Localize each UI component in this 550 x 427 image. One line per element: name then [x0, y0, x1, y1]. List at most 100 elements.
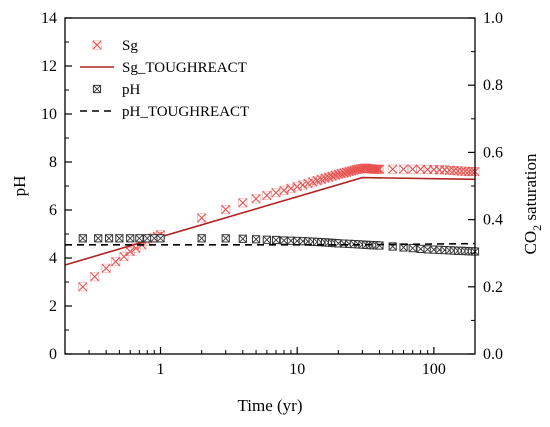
data-point [94, 234, 103, 243]
marker-box [197, 213, 207, 223]
y-right-title-main: CO [521, 231, 540, 255]
marker-box [90, 272, 100, 282]
marker-box [303, 178, 313, 188]
marker-stroke [408, 244, 417, 253]
x-tick-label: 10 [289, 361, 305, 378]
marker-stroke [197, 234, 206, 243]
data-point [251, 235, 261, 244]
y-left-tick-label: 2 [49, 298, 57, 315]
marker-stroke [271, 188, 281, 198]
marker-box [262, 190, 272, 200]
marker-box [435, 165, 445, 175]
marker-stroke [135, 234, 144, 243]
marker-box [429, 165, 439, 175]
x-tick-label: 1 [157, 361, 165, 378]
marker-stroke [125, 246, 135, 257]
data-point [238, 198, 248, 208]
data-point [374, 164, 385, 174]
marker-box [374, 164, 384, 174]
x-axis-title: Time (yr) [237, 396, 302, 415]
marker-stroke [398, 164, 409, 174]
marker-stroke [453, 166, 463, 176]
marker-stroke [336, 168, 346, 179]
data-point [271, 235, 281, 245]
legend-label: Sg [122, 38, 138, 54]
data-point [101, 263, 111, 273]
marker-stroke [416, 244, 425, 253]
marker-stroke [330, 170, 340, 180]
data-point [279, 236, 289, 245]
marker-stroke [388, 164, 398, 174]
marker-stroke [90, 272, 100, 282]
legend-label: pH_TOUGHREACT [122, 104, 249, 120]
marker-box [101, 263, 111, 273]
marker-stroke [93, 85, 101, 93]
marker-box [388, 164, 398, 174]
y-right-tick-label: 0.4 [483, 212, 503, 229]
data-point [78, 282, 88, 292]
y-right-tick-label: 0.0 [483, 346, 503, 363]
marker-box [92, 40, 102, 50]
legend-entry: pH_TOUGHREACT [80, 104, 249, 120]
marker-stroke [221, 234, 230, 243]
series-ph-toughreact [65, 242, 476, 246]
data-point [375, 241, 384, 250]
marker-stroke [280, 236, 288, 245]
data-point [251, 194, 261, 204]
y-right-axis-title: CO2 saturation [521, 153, 544, 254]
marker-stroke [286, 183, 296, 193]
marker-box [408, 164, 418, 174]
legend-entry: Sg [92, 38, 138, 54]
marker-box [416, 164, 426, 174]
marker-box [125, 247, 135, 257]
marker-stroke [221, 204, 231, 215]
marker-stroke [101, 263, 111, 273]
data-point [262, 190, 272, 200]
legend-label: pH [122, 82, 141, 98]
series-sg [78, 163, 480, 292]
marker-stroke [78, 282, 88, 292]
marker-stroke [251, 194, 261, 204]
data-point [156, 234, 165, 243]
legend-marker-swatch [92, 84, 102, 94]
marker-stroke [408, 164, 418, 174]
marker-stroke [156, 234, 165, 243]
data-point [408, 244, 417, 253]
y-right-tick-label: 0.8 [483, 77, 503, 94]
data-point [292, 182, 302, 192]
legend-entry: pH [92, 82, 141, 98]
marker-box [347, 166, 357, 176]
legend-marker-swatch [92, 40, 102, 50]
data-point [115, 234, 124, 243]
y-left-tick-label: 4 [49, 250, 57, 267]
marker-stroke [119, 251, 129, 262]
y-left-tick-label: 10 [41, 106, 57, 123]
data-point [135, 234, 144, 243]
data-point [408, 164, 418, 174]
y-left-axis-title: pH [10, 176, 29, 197]
marker-stroke [197, 213, 207, 223]
marker-stroke [238, 234, 247, 243]
legend-entry: Sg_TOUGHREACT [80, 60, 247, 76]
y-left-tick-label: 8 [49, 154, 57, 171]
data-point [78, 234, 87, 243]
marker-stroke [115, 234, 124, 243]
marker-stroke [272, 236, 280, 244]
data-point [262, 235, 271, 244]
data-point [126, 234, 135, 243]
data-point [197, 234, 206, 243]
data-point [221, 204, 231, 215]
data-point [221, 234, 230, 243]
marker-stroke [92, 40, 102, 50]
data-point [197, 213, 207, 223]
marker-stroke [324, 172, 334, 182]
marker-box [238, 198, 248, 208]
marker-box [111, 257, 121, 267]
x-tick-label: 100 [422, 361, 446, 378]
data-point [238, 234, 247, 243]
marker-stroke [292, 182, 302, 192]
marker-stroke [238, 198, 248, 208]
marker-stroke [374, 164, 385, 174]
